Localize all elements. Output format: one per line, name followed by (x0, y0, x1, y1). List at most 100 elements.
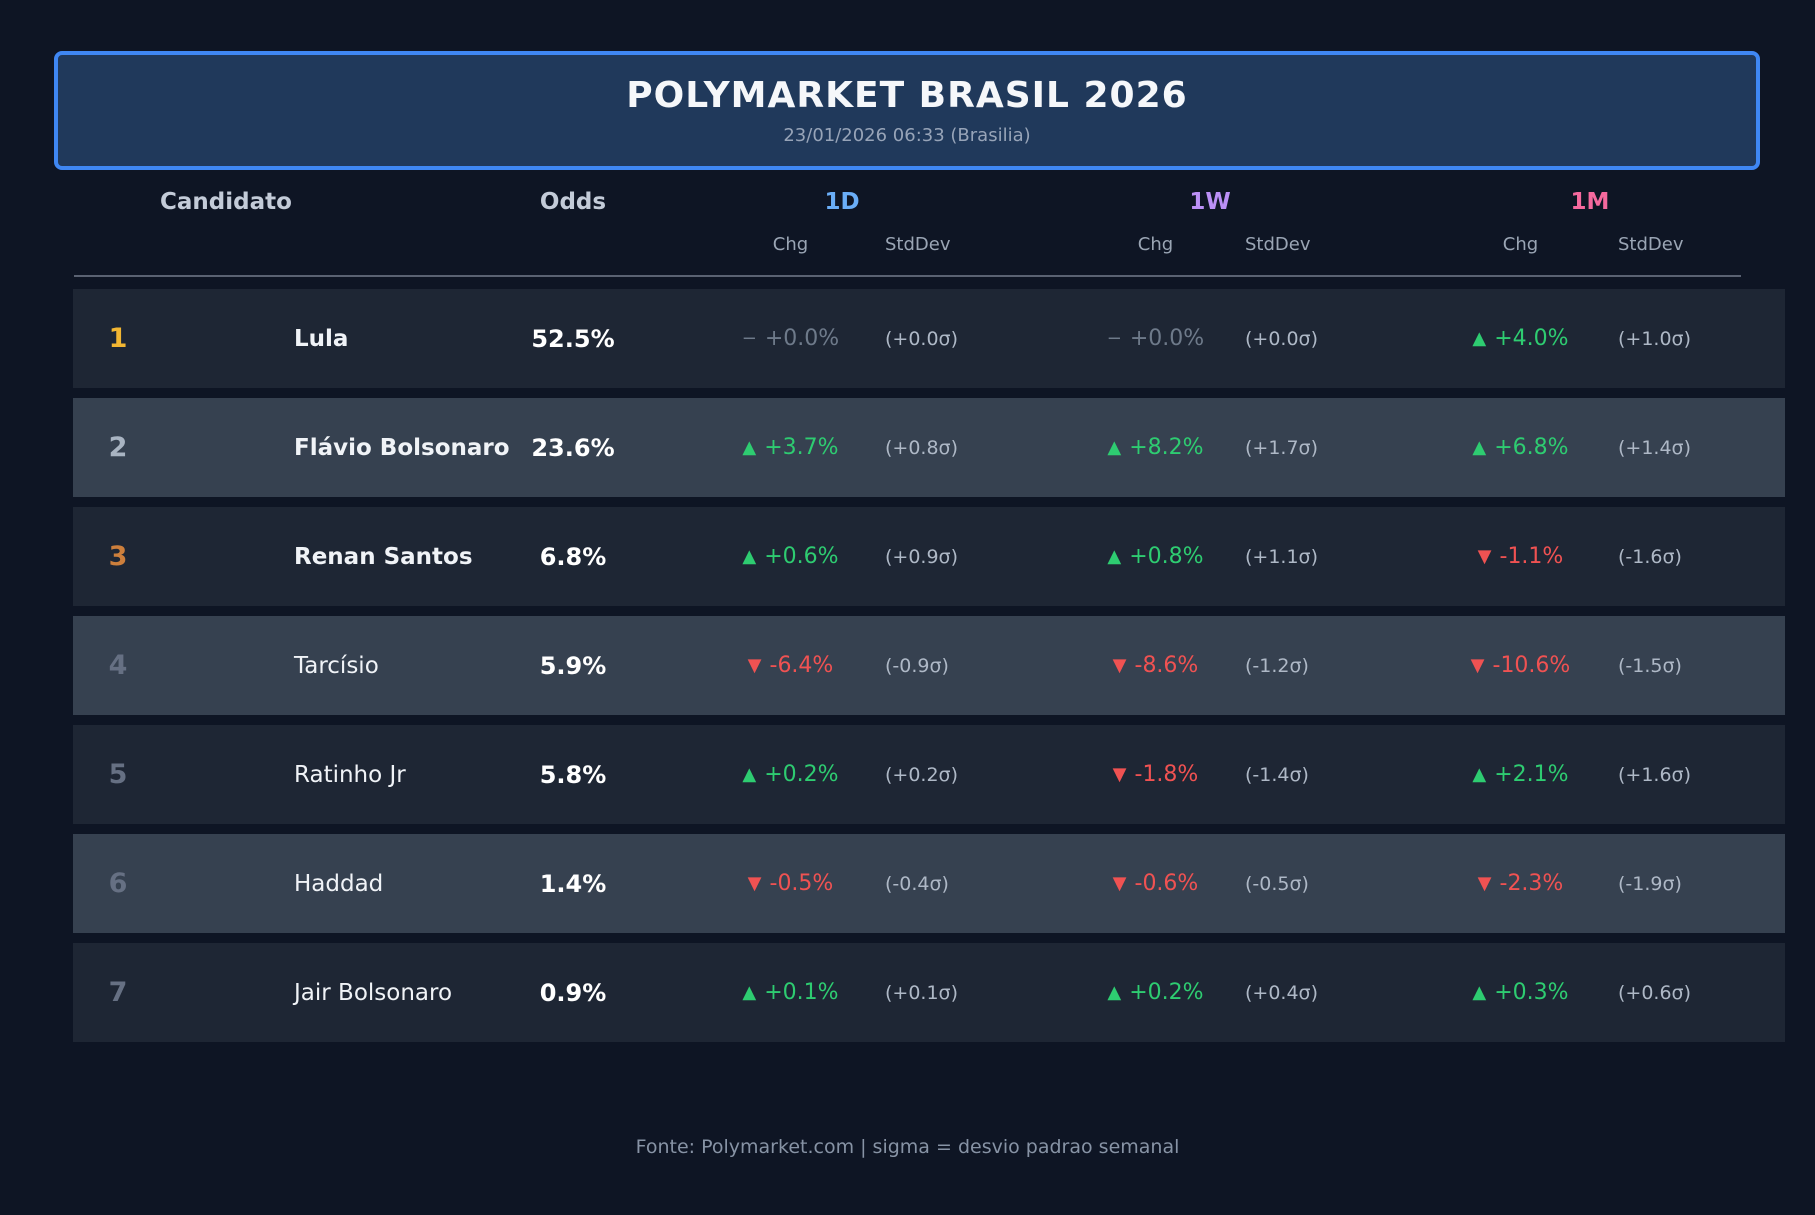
rank-badge: 3 (108, 541, 128, 572)
table-row: 7 Jair Bolsonaro 0.9% ▲ +0.1% (+0.1σ) ▲ +0… (73, 943, 1785, 1042)
change-value: -0.6% (1134, 871, 1199, 896)
stddev-1m: (+1.4σ) (1618, 436, 1692, 459)
change-value: +0.1% (764, 980, 839, 1005)
trend-arrow-icon: ▲ (742, 546, 757, 567)
stddev-1d: (+0.8σ) (885, 436, 959, 459)
odds-value: 6.8% (539, 542, 607, 571)
rank-badge: 1 (108, 323, 128, 354)
change-value: +0.2% (764, 762, 839, 787)
change-1d: ▲ +3.7% (683, 398, 898, 497)
stddev-1m: (+1.0σ) (1618, 327, 1692, 350)
change-1m: ▼ -1.1% (1413, 507, 1628, 606)
stddev-1w: (+0.0σ) (1245, 327, 1319, 350)
change-value: -1.1% (1499, 544, 1564, 569)
stddev-1m: (+1.6σ) (1618, 763, 1692, 786)
candidate-name: Haddad (294, 870, 384, 897)
trend-arrow-icon: ▲ (742, 982, 757, 1003)
change-1m: ▼ -10.6% (1413, 616, 1628, 715)
table-row: 2 Flávio Bolsonaro 23.6% ▲ +3.7% (+0.8σ) … (73, 398, 1785, 497)
stddev-1w: (-0.5σ) (1245, 872, 1309, 895)
column-header-1m: 1M (1570, 189, 1610, 215)
change-value: -0.5% (769, 871, 834, 896)
odds-value: 52.5% (531, 324, 615, 353)
stddev-1w: (-1.4σ) (1245, 763, 1309, 786)
trend-arrow-icon: ▼ (1112, 764, 1127, 785)
change-1d: ▲ +0.6% (683, 507, 898, 606)
change-1d: ▼ -6.4% (683, 616, 898, 715)
stddev-1d: (+0.2σ) (885, 763, 959, 786)
change-1d: ▲ +0.2% (683, 725, 898, 824)
change-value: -8.6% (1134, 653, 1199, 678)
trend-arrow-icon: ▼ (1477, 873, 1492, 894)
trend-arrow-icon: ▼ (1477, 546, 1492, 567)
rank-badge: 4 (108, 650, 128, 681)
trend-arrow-icon: ▲ (1107, 437, 1122, 458)
trend-arrow-icon: ▲ (742, 437, 757, 458)
header-panel: POLYMARKET BRASIL 2026 23/01/2026 06:33 … (54, 51, 1760, 170)
table-row: 1 Lula 52.5% − +0.0% (+0.0σ) − +0.0% (+0.0… (73, 289, 1785, 388)
stddev-1d: (-0.9σ) (885, 654, 949, 677)
trend-arrow-icon: ▼ (1112, 873, 1127, 894)
stddev-1m: (+0.6σ) (1618, 981, 1692, 1004)
trend-arrow-icon: ▲ (1107, 546, 1122, 567)
odds-value: 5.9% (539, 651, 607, 680)
change-value: -6.4% (769, 653, 834, 678)
change-1w: ▼ -8.6% (1048, 616, 1263, 715)
table-row: 5 Ratinho Jr 5.8% ▲ +0.2% (+0.2σ) ▼ -1.8% … (73, 725, 1785, 824)
subheader-chg-1d: Chg (772, 233, 809, 255)
change-1w: − +0.0% (1048, 289, 1263, 388)
table-row: 6 Haddad 1.4% ▼ -0.5% (-0.4σ) ▼ -0.6% (-0.… (73, 834, 1785, 933)
stddev-1w: (+1.1σ) (1245, 545, 1319, 568)
column-header-odds: Odds (539, 189, 607, 215)
change-1m: ▼ -2.3% (1413, 834, 1628, 933)
column-header-candidato: Candidato (160, 189, 292, 215)
rank-badge: 6 (108, 868, 128, 899)
table-row: 3 Renan Santos 6.8% ▲ +0.6% (+0.9σ) ▲ +0.8… (73, 507, 1785, 606)
change-value: +4.0% (1494, 326, 1569, 351)
change-value: +2.1% (1494, 762, 1569, 787)
odds-value: 23.6% (531, 433, 615, 462)
candidate-name: Jair Bolsonaro (294, 979, 453, 1006)
change-1w: ▲ +0.8% (1048, 507, 1263, 606)
change-1m: ▲ +4.0% (1413, 289, 1628, 388)
candidate-name: Ratinho Jr (294, 761, 406, 788)
stddev-1d: (+0.1σ) (885, 981, 959, 1004)
change-1m: ▲ +2.1% (1413, 725, 1628, 824)
change-value: +8.2% (1129, 435, 1204, 460)
trend-arrow-icon: ▼ (747, 873, 762, 894)
trend-arrow-icon: ▲ (1472, 982, 1487, 1003)
stddev-1d: (+0.9σ) (885, 545, 959, 568)
change-1m: ▲ +0.3% (1413, 943, 1628, 1042)
change-value: +0.8% (1129, 544, 1204, 569)
trend-arrow-icon: ▲ (742, 764, 757, 785)
rank-badge: 7 (108, 977, 128, 1008)
footer-note: Fonte: Polymarket.com | sigma = desvio p… (635, 1136, 1180, 1158)
odds-value: 1.4% (539, 869, 607, 898)
change-value: +3.7% (764, 435, 839, 460)
stddev-1m: (-1.5σ) (1618, 654, 1682, 677)
stddev-1m: (-1.9σ) (1618, 872, 1682, 895)
trend-arrow-icon: − (741, 328, 757, 349)
subheader-stddev-1d: StdDev (885, 233, 951, 255)
change-1d: ▼ -0.5% (683, 834, 898, 933)
change-1m: ▲ +6.8% (1413, 398, 1628, 497)
change-1w: ▲ +0.2% (1048, 943, 1263, 1042)
change-1w: ▲ +8.2% (1048, 398, 1263, 497)
change-1w: ▼ -0.6% (1048, 834, 1263, 933)
table-row: 4 Tarcísio 5.9% ▼ -6.4% (-0.9σ) ▼ -8.6% (-… (73, 616, 1785, 715)
change-value: +0.0% (764, 326, 840, 351)
trend-arrow-icon: ▲ (1472, 328, 1487, 349)
candidate-name: Flávio Bolsonaro (294, 434, 510, 461)
subheader-stddev-1m: StdDev (1618, 233, 1684, 255)
trend-arrow-icon: ▼ (747, 655, 762, 676)
change-1w: ▼ -1.8% (1048, 725, 1263, 824)
rank-badge: 5 (108, 759, 128, 790)
odds-value: 5.8% (539, 760, 607, 789)
trend-arrow-icon: ▲ (1472, 437, 1487, 458)
timestamp: 23/01/2026 06:33 (Brasilia) (783, 125, 1031, 146)
change-value: +0.6% (764, 544, 839, 569)
change-value: +0.2% (1129, 980, 1204, 1005)
stddev-1w: (+1.7σ) (1245, 436, 1319, 459)
stddev-1w: (+0.4σ) (1245, 981, 1319, 1004)
